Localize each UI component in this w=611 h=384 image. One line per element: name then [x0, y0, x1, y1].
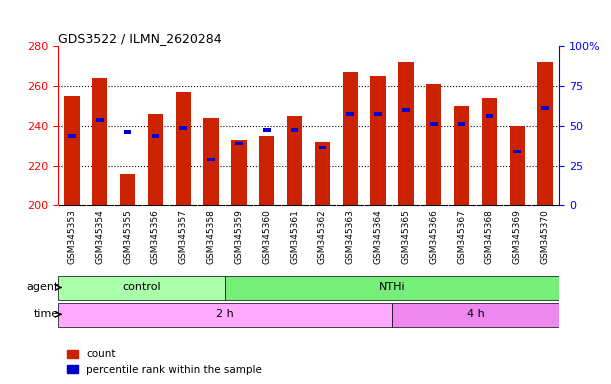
Bar [207, 158, 215, 161]
Bar [120, 174, 135, 205]
Bar [58, 276, 225, 300]
Bar [225, 276, 559, 300]
Bar [152, 134, 159, 137]
Bar [291, 128, 298, 132]
Text: GSM345360: GSM345360 [262, 209, 271, 264]
Text: GSM345364: GSM345364 [374, 209, 382, 264]
Text: GSM345354: GSM345354 [95, 209, 104, 264]
Text: GSM345361: GSM345361 [290, 209, 299, 264]
Text: GSM345355: GSM345355 [123, 209, 132, 264]
Bar [482, 98, 497, 205]
Bar [263, 128, 271, 132]
Text: GSM345370: GSM345370 [541, 209, 550, 264]
Bar [315, 142, 330, 205]
Text: GSM345353: GSM345353 [67, 209, 76, 264]
Text: GSM345359: GSM345359 [235, 209, 243, 264]
Bar [235, 142, 243, 146]
Bar [92, 78, 108, 205]
Bar [430, 122, 437, 126]
Bar [58, 303, 392, 327]
Text: GSM345367: GSM345367 [457, 209, 466, 264]
Bar [96, 118, 104, 122]
Bar [287, 116, 302, 205]
Text: 4 h: 4 h [467, 310, 485, 319]
Legend: count, percentile rank within the sample: count, percentile rank within the sample [64, 345, 266, 379]
Text: GSM345356: GSM345356 [151, 209, 160, 264]
Text: GSM345369: GSM345369 [513, 209, 522, 264]
Text: GSM345362: GSM345362 [318, 209, 327, 264]
Bar [402, 108, 410, 112]
Text: control: control [122, 283, 161, 293]
Bar [370, 76, 386, 205]
Text: GDS3522 / ILMN_2620284: GDS3522 / ILMN_2620284 [58, 32, 222, 45]
Bar [319, 146, 326, 149]
Bar [375, 112, 382, 116]
Text: 2 h: 2 h [216, 310, 234, 319]
Bar [426, 84, 442, 205]
Bar [124, 130, 131, 134]
Bar [486, 114, 493, 118]
Text: GSM345366: GSM345366 [430, 209, 438, 264]
Text: agent: agent [26, 283, 59, 293]
Text: GSM345363: GSM345363 [346, 209, 355, 264]
Bar [148, 114, 163, 205]
Bar [259, 136, 274, 205]
Bar [180, 126, 187, 129]
Bar [203, 118, 219, 205]
Bar [68, 134, 76, 137]
Bar [392, 303, 559, 327]
Bar [510, 126, 525, 205]
Bar [458, 122, 466, 126]
Text: GSM345357: GSM345357 [179, 209, 188, 264]
Bar [343, 72, 358, 205]
Bar [346, 112, 354, 116]
Text: GSM345368: GSM345368 [485, 209, 494, 264]
Text: GSM345358: GSM345358 [207, 209, 216, 264]
Bar [513, 150, 521, 154]
Text: NTHi: NTHi [379, 283, 405, 293]
Bar [454, 106, 469, 205]
Bar [175, 92, 191, 205]
Text: time: time [34, 310, 59, 319]
Bar [538, 62, 553, 205]
Bar [232, 140, 247, 205]
Bar [541, 106, 549, 109]
Text: GSM345365: GSM345365 [401, 209, 411, 264]
Bar [398, 62, 414, 205]
Bar [64, 96, 79, 205]
